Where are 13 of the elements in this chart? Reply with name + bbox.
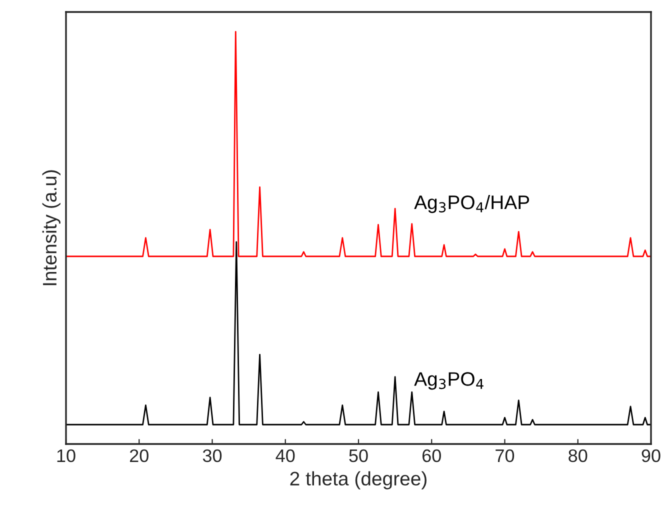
x-tick-label: 30 xyxy=(202,449,222,462)
x-tick-label: 70 xyxy=(496,449,514,462)
x-tick-label: 90 xyxy=(642,449,660,462)
series-label: Ag$_{3}$PO$_{4}$ xyxy=(414,372,484,390)
x-tick-label: 50 xyxy=(349,449,368,462)
x-tick-label: 40 xyxy=(276,449,295,462)
x-tick-label: 80 xyxy=(568,449,588,462)
series-label: Ag$_{3}$PO$_{4}$/HAP xyxy=(414,194,530,214)
x-axis-title: 2 theta (degree) xyxy=(290,471,426,490)
y-axis-title: Intensity (a.u) xyxy=(42,170,60,286)
x-tick-label: 20 xyxy=(130,449,148,462)
x-tick-label: 10 xyxy=(57,449,76,462)
x-tick-label: 60 xyxy=(422,449,441,462)
